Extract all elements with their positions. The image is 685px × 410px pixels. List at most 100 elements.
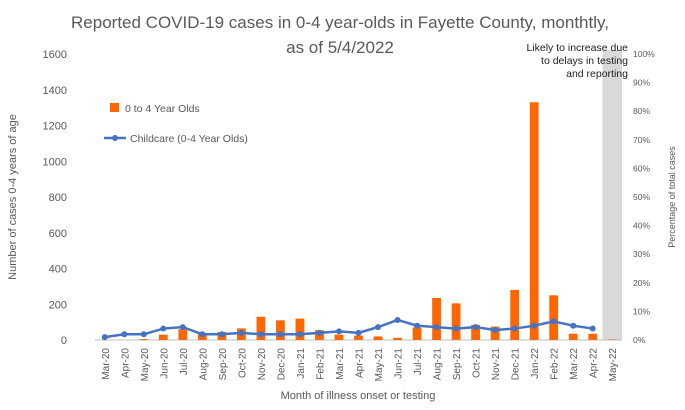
line-point xyxy=(453,325,460,332)
y-tick-label: 400 xyxy=(49,264,67,276)
bar xyxy=(471,324,481,340)
line-point xyxy=(394,316,401,323)
y-tick-label: 1400 xyxy=(43,85,67,97)
line-point xyxy=(335,328,342,335)
y2-tick-label: 100% xyxy=(633,49,655,59)
x-tick-label: Apr-22 xyxy=(589,348,600,378)
legend-bar-swatch xyxy=(110,103,119,112)
line-series xyxy=(104,318,593,339)
y2-tick-label: 70% xyxy=(633,135,650,145)
bar xyxy=(334,334,344,340)
x-tick-label: Sep-20 xyxy=(218,348,229,381)
legend-label: Childcare (0-4 Year Olds) xyxy=(130,133,248,145)
annotation-line: Likely to increase due xyxy=(526,42,628,54)
x-tick-label: Jan-21 xyxy=(296,348,307,379)
x-tick-label: Apr-20 xyxy=(120,348,131,378)
y-axis-title: Number of cases 0-4 years of age xyxy=(7,114,19,280)
x-tick-label: Mar-20 xyxy=(101,348,112,380)
line-point xyxy=(277,331,284,338)
x-axis-title: Month of illness onset or testing xyxy=(281,390,436,402)
x-tick-label: Jan-22 xyxy=(530,348,541,379)
bar xyxy=(432,297,441,340)
bar xyxy=(510,289,520,340)
x-tick-label: Dec-21 xyxy=(511,348,522,381)
bar xyxy=(373,336,383,340)
legend-line-marker xyxy=(112,135,118,141)
line-point xyxy=(160,325,167,332)
x-tick-label: Nov-20 xyxy=(257,348,268,381)
x-tick-label: May-21 xyxy=(374,348,385,382)
y2-tick-label: 90% xyxy=(633,78,650,88)
bar xyxy=(178,329,188,340)
bar xyxy=(256,316,266,340)
annotation-line: and reporting xyxy=(566,68,628,80)
y2-tick-label: 60% xyxy=(633,163,650,173)
x-tick-label: Jul-21 xyxy=(413,348,424,376)
x-tick-label: Feb-21 xyxy=(315,348,326,380)
line-point xyxy=(257,331,264,338)
x-tick-label: Aug-21 xyxy=(433,348,444,381)
y2-tick-label: 10% xyxy=(633,306,650,316)
y2-tick-label: 40% xyxy=(633,221,650,231)
x-tick-label: May-20 xyxy=(140,348,151,382)
x-tick-label: Jun-21 xyxy=(394,348,405,379)
annotation: Likely to increase due to delays in test… xyxy=(526,42,628,81)
chart-title: Reported COVID-19 cases in 0-4 year-olds… xyxy=(71,13,609,57)
bar xyxy=(276,320,285,340)
y-tick-label: 1000 xyxy=(43,156,67,168)
y2-tick-label: 30% xyxy=(633,249,650,259)
x-tick-label: Nov-21 xyxy=(491,348,502,381)
bar xyxy=(607,339,617,340)
bar xyxy=(529,102,539,340)
y2-tick-label: 80% xyxy=(633,106,650,116)
x-tick-label: Oct-20 xyxy=(237,348,248,378)
y-tick-label: 200 xyxy=(49,299,67,311)
x-tick-label: Jul-20 xyxy=(179,348,190,376)
x-tick-label: Jun-20 xyxy=(159,348,170,379)
bar xyxy=(158,334,168,340)
x-tick-label: Feb-22 xyxy=(550,348,561,380)
bar xyxy=(139,339,149,340)
x-tick-label: Aug-20 xyxy=(198,348,209,381)
y-tick-label: 800 xyxy=(49,192,67,204)
line-point xyxy=(121,331,128,338)
bar xyxy=(549,295,559,340)
y2-tick-label: 20% xyxy=(633,278,650,288)
line-point xyxy=(179,324,186,331)
bar xyxy=(568,333,578,340)
line-point xyxy=(589,325,596,332)
bar xyxy=(451,303,461,340)
line-point xyxy=(375,324,382,331)
y2-tick-label: 50% xyxy=(633,192,650,202)
line-point xyxy=(511,325,518,332)
x-tick-label: Oct-21 xyxy=(472,348,483,378)
line-point xyxy=(101,334,108,341)
bar xyxy=(412,327,422,340)
line-point xyxy=(296,331,303,338)
line-point xyxy=(355,329,362,336)
y-tick-label: 1200 xyxy=(43,121,67,133)
y-tick-label: 1600 xyxy=(43,49,67,61)
x-tick-label: May-22 xyxy=(608,348,619,382)
shaded-region xyxy=(602,50,622,340)
line-point xyxy=(238,329,245,336)
x-tick-label: Sep-21 xyxy=(452,348,463,381)
bar xyxy=(588,333,598,340)
y2-tick-label: 0% xyxy=(633,335,646,345)
line-point xyxy=(140,331,147,338)
line-point xyxy=(414,322,421,329)
line-point xyxy=(472,324,479,331)
legend-label: 0 to 4 Year Olds xyxy=(125,103,200,115)
x-tick-label: Dec-20 xyxy=(276,348,287,381)
x-tick-label: Mar-22 xyxy=(569,348,580,380)
line-point xyxy=(531,322,538,329)
line-point xyxy=(199,331,206,338)
line-point xyxy=(550,318,557,325)
x-tick-label: Mar-21 xyxy=(335,348,346,380)
line-point xyxy=(316,329,323,336)
x-tick-label: Apr-21 xyxy=(355,348,366,378)
y2-axis-title: Percentage of total cases xyxy=(667,146,677,248)
bar xyxy=(393,337,402,340)
